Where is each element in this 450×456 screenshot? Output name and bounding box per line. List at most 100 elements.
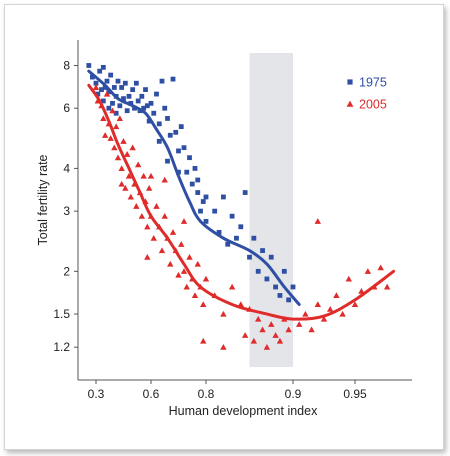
point-2005 [320,315,328,322]
figure-frame [4,4,444,450]
point-2005 [118,165,125,171]
point-2005 [308,326,315,333]
point-1975 [251,235,257,241]
point-2005 [259,326,266,333]
y-tick-label: 8 [63,58,70,72]
point-2005 [333,292,340,299]
point-2005 [116,115,124,122]
point-1975 [154,91,159,97]
point-1975 [146,118,152,124]
point-1975 [234,235,239,241]
axes-layer: 1.2 1.5 2 3 4 6 8 0.3 0.6 0.8 0.9 0.95 [53,40,412,401]
point-2005 [351,301,359,308]
point-2005 [167,260,174,267]
y-tick-label: 1.5 [53,307,70,321]
point-1975 [111,85,117,90]
point-1975 [133,80,139,86]
point-1975 [167,132,173,138]
point-2005 [144,253,151,260]
y-tick-label: 1.2 [53,340,70,354]
point-1975 [135,98,141,104]
point-2005 [183,283,190,290]
point-1975 [192,166,198,171]
point-2005 [339,310,346,317]
point-1975 [238,224,244,230]
point-1975 [225,241,231,247]
point-1975 [281,268,287,274]
point-1975 [187,155,192,161]
point-1975 [121,96,126,102]
point-2005 [120,138,127,144]
point-1975 [139,93,145,99]
point-1975 [93,80,99,86]
point-1975 [143,87,148,93]
point-1975 [108,72,114,78]
point-2005 [191,292,199,299]
point-1975 [255,268,261,274]
point-2005 [255,315,262,322]
point-2005 [161,176,168,183]
point-2005 [150,234,157,241]
point-1975 [184,169,190,175]
point-1975 [264,276,270,282]
point-1975 [189,181,195,187]
point-1975 [113,110,119,116]
point-2005 [272,332,279,338]
point-1975 [119,85,125,90]
point-2005 [109,107,116,114]
point-2005 [180,218,188,224]
point-1975 [124,108,130,114]
point-2005 [138,212,146,219]
point-2005 [111,144,118,151]
point-2005 [180,268,188,274]
point-1975 [97,68,103,74]
point-2005 [200,301,207,308]
point-1975 [273,284,278,290]
point-2005 [125,172,133,179]
y-tick-label: 4 [63,161,70,175]
point-1975 [277,293,283,298]
point-1975 [286,297,292,303]
point-2005 [161,212,168,219]
point-1975 [195,177,201,183]
point-1975 [100,98,106,104]
point-2005 [140,172,147,179]
point-2005 [364,268,372,274]
point-1975 [141,105,147,111]
point-1975 [115,78,121,84]
point-1975 [221,194,226,200]
point-2005 [92,84,100,91]
trend-line-2005 [87,83,396,321]
x-tick-label: 0.3 [88,387,105,401]
point-2005 [241,332,249,338]
point-1975 [144,103,150,109]
point-1975 [165,116,170,121]
point-1975 [229,213,235,219]
point-2005 [220,310,227,317]
trend-line-1975 [87,69,301,306]
point-2005 [114,154,122,161]
point-2005 [296,321,303,327]
point-1975 [95,91,101,97]
x-tick-label: 0.8 [198,387,215,401]
point-2005 [228,283,236,290]
point-1975 [156,138,162,144]
point-2005 [345,275,352,282]
point-2005 [302,310,309,317]
point-2005 [153,203,160,209]
point-2005 [268,321,275,327]
point-2005 [103,90,111,97]
point-1975 [247,254,252,260]
point-2005 [100,115,107,122]
point-1975 [117,103,123,109]
point-1975 [173,129,179,135]
point-1975 [90,74,95,80]
point-1975 [110,100,115,106]
point-2005 [202,275,210,282]
x-tick-label: 0.95 [343,387,367,401]
point-2005 [178,241,185,247]
point-2005 [327,305,334,312]
point-1975 [181,145,187,151]
point-2005 [101,132,109,138]
